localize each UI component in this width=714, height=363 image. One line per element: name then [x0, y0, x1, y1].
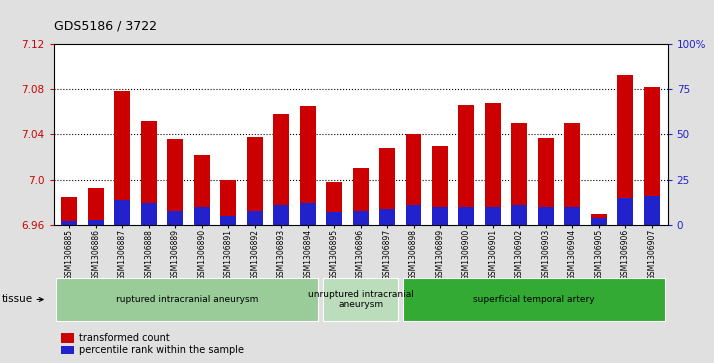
Bar	[114, 200, 130, 225]
Text: percentile rank within the sample: percentile rank within the sample	[79, 345, 243, 355]
Text: tissue: tissue	[1, 294, 33, 305]
Bar	[353, 211, 368, 225]
Bar	[300, 106, 316, 225]
Bar	[644, 87, 660, 225]
Bar	[221, 180, 236, 225]
Bar	[323, 278, 398, 321]
Bar	[644, 196, 660, 225]
Bar	[221, 216, 236, 225]
Bar	[564, 207, 580, 225]
Bar	[61, 221, 77, 225]
Bar	[88, 188, 104, 225]
Bar	[564, 123, 580, 225]
Bar	[458, 207, 474, 225]
Bar	[379, 148, 395, 225]
Bar	[167, 139, 183, 225]
Bar	[273, 114, 289, 225]
Text: transformed count: transformed count	[79, 333, 169, 343]
Bar	[379, 209, 395, 225]
Bar	[618, 198, 633, 225]
Bar	[273, 205, 289, 225]
Bar	[538, 207, 554, 225]
Bar	[406, 205, 421, 225]
Bar	[300, 203, 316, 225]
Bar	[432, 207, 448, 225]
Bar	[167, 211, 183, 225]
Bar	[485, 103, 501, 225]
Bar	[403, 278, 665, 321]
Bar	[590, 214, 607, 225]
Bar	[88, 220, 104, 225]
Bar	[247, 211, 263, 225]
Bar	[193, 155, 210, 225]
Bar	[193, 207, 210, 225]
Text: ruptured intracranial aneurysm: ruptured intracranial aneurysm	[116, 295, 258, 304]
Bar	[511, 205, 528, 225]
Bar	[511, 123, 528, 225]
Bar	[353, 168, 368, 225]
Bar	[56, 278, 318, 321]
Bar	[432, 146, 448, 225]
Bar	[141, 121, 157, 225]
Bar	[590, 218, 607, 225]
Bar	[538, 138, 554, 225]
Bar	[141, 203, 157, 225]
Text: unruptured intracranial
aneurysm: unruptured intracranial aneurysm	[308, 290, 413, 309]
Text: superficial temporal artery: superficial temporal artery	[473, 295, 595, 304]
Bar	[326, 212, 342, 225]
Bar	[485, 207, 501, 225]
Bar	[618, 76, 633, 225]
Bar	[61, 197, 77, 225]
Bar	[326, 182, 342, 225]
Bar	[114, 91, 130, 225]
Bar	[406, 134, 421, 225]
Bar	[247, 136, 263, 225]
Bar	[458, 105, 474, 225]
Text: GDS5186 / 3722: GDS5186 / 3722	[54, 20, 156, 33]
